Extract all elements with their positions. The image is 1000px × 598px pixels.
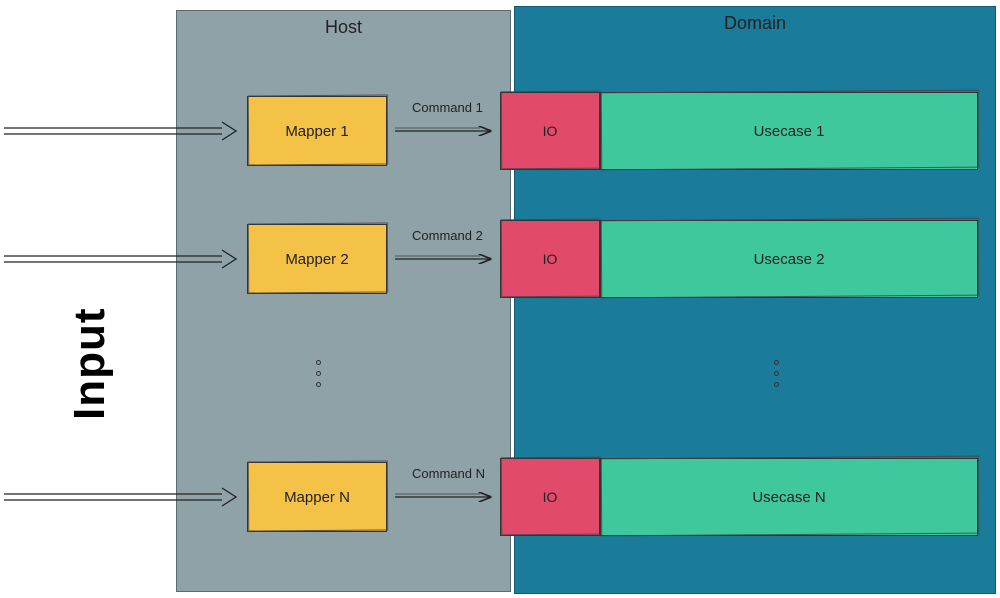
mapper-box: Mapper N: [247, 462, 387, 532]
usecase-box: Usecase N: [600, 458, 978, 536]
io-box: IO: [500, 220, 600, 298]
ellipsis-dots-domain: [774, 360, 779, 387]
domain-title: Domain: [724, 13, 786, 34]
command-label: Command 1: [412, 100, 483, 115]
host-title: Host: [325, 17, 362, 38]
io-box: IO: [500, 92, 600, 170]
ellipsis-dots-host: [316, 360, 321, 387]
io-box: IO: [500, 458, 600, 536]
mapper-box: Mapper 1: [247, 96, 387, 166]
mapper-box: Mapper 2: [247, 224, 387, 294]
command-label: Command N: [412, 466, 485, 481]
usecase-box: Usecase 1: [600, 92, 978, 170]
usecase-box: Usecase 2: [600, 220, 978, 298]
input-label: Input: [65, 307, 115, 420]
command-label: Command 2: [412, 228, 483, 243]
